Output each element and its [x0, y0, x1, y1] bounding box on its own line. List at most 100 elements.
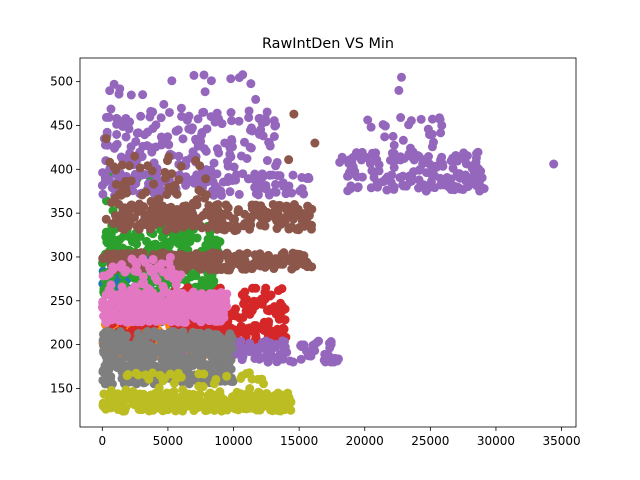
- data-point: [357, 147, 367, 157]
- data-point: [131, 137, 141, 147]
- data-point: [406, 151, 416, 161]
- data-point: [193, 114, 203, 124]
- data-point: [271, 308, 281, 318]
- data-point: [143, 396, 153, 406]
- data-point: [174, 219, 184, 229]
- data-point: [207, 308, 217, 318]
- data-point: [273, 356, 283, 366]
- data-point: [202, 360, 212, 370]
- data-point: [258, 397, 268, 407]
- data-point: [182, 302, 192, 312]
- data-point: [134, 376, 144, 386]
- data-point: [130, 151, 140, 161]
- data-point: [277, 284, 287, 294]
- data-point: [98, 189, 108, 199]
- x-tick-label: 15000: [280, 434, 318, 448]
- data-point: [113, 346, 123, 356]
- data-point: [395, 173, 405, 183]
- data-point: [207, 208, 217, 218]
- data-point: [406, 116, 416, 126]
- data-point: [109, 79, 119, 89]
- data-point: [166, 310, 176, 320]
- data-point: [307, 262, 317, 272]
- data-point: [271, 187, 281, 197]
- data-point: [250, 345, 260, 355]
- data-point: [271, 161, 281, 171]
- data-point: [162, 343, 172, 353]
- data-point: [216, 287, 226, 297]
- data-point: [121, 132, 131, 142]
- data-point: [250, 353, 260, 363]
- data-point: [292, 224, 302, 234]
- data-point: [226, 74, 236, 84]
- data-point: [255, 208, 265, 218]
- x-tick-label: 20000: [346, 434, 384, 448]
- data-point: [154, 383, 164, 393]
- data-point: [263, 357, 273, 367]
- data-point: [390, 155, 400, 165]
- data-point: [205, 232, 215, 242]
- data-point: [450, 152, 460, 162]
- data-point: [165, 252, 175, 262]
- data-point: [236, 151, 246, 161]
- data-point: [211, 200, 221, 210]
- data-point: [225, 329, 235, 339]
- data-point: [224, 172, 234, 182]
- data-point: [240, 287, 250, 297]
- data-point: [202, 124, 212, 134]
- data-point: [109, 143, 119, 153]
- data-point: [304, 173, 314, 183]
- data-point: [226, 355, 236, 365]
- data-point: [394, 85, 404, 95]
- data-point: [187, 123, 197, 133]
- data-point: [111, 216, 121, 226]
- data-point: [389, 162, 399, 172]
- data-point: [100, 173, 110, 183]
- data-point: [234, 399, 244, 409]
- data-point: [435, 115, 445, 125]
- data-point: [106, 385, 116, 395]
- data-point: [126, 292, 135, 302]
- data-point: [163, 400, 173, 410]
- data-point: [116, 152, 126, 162]
- data-point: [105, 86, 115, 96]
- data-point: [338, 154, 348, 164]
- data-point: [132, 239, 142, 249]
- data-point: [126, 285, 136, 295]
- data-point: [188, 198, 198, 208]
- data-point: [455, 184, 465, 194]
- data-point: [256, 201, 266, 211]
- x-tick-label: 10000: [214, 434, 252, 448]
- data-point: [104, 285, 114, 295]
- data-point: [173, 328, 183, 338]
- data-point: [185, 344, 195, 354]
- data-point: [199, 346, 209, 356]
- data-point: [115, 329, 125, 339]
- data-point: [116, 223, 126, 233]
- data-point: [343, 171, 353, 181]
- data-point: [286, 397, 296, 407]
- data-point: [288, 170, 298, 180]
- data-point: [389, 148, 399, 158]
- data-point: [133, 128, 143, 138]
- data-point: [101, 271, 111, 281]
- data-point: [389, 182, 399, 192]
- data-point: [154, 194, 164, 204]
- data-point: [238, 344, 248, 354]
- data-point: [320, 357, 330, 367]
- data-point: [272, 224, 282, 234]
- data-point: [348, 152, 358, 162]
- data-point: [427, 114, 437, 124]
- data-point: [178, 134, 188, 144]
- data-point: [101, 232, 111, 242]
- data-point: [372, 178, 382, 188]
- data-point: [207, 352, 217, 362]
- data-point: [146, 342, 156, 352]
- data-point: [236, 373, 246, 383]
- data-point: [209, 158, 219, 168]
- data-point: [263, 348, 273, 358]
- data-point: [166, 202, 176, 212]
- data-point: [398, 180, 408, 190]
- data-point: [164, 152, 174, 162]
- data-point: [479, 184, 489, 194]
